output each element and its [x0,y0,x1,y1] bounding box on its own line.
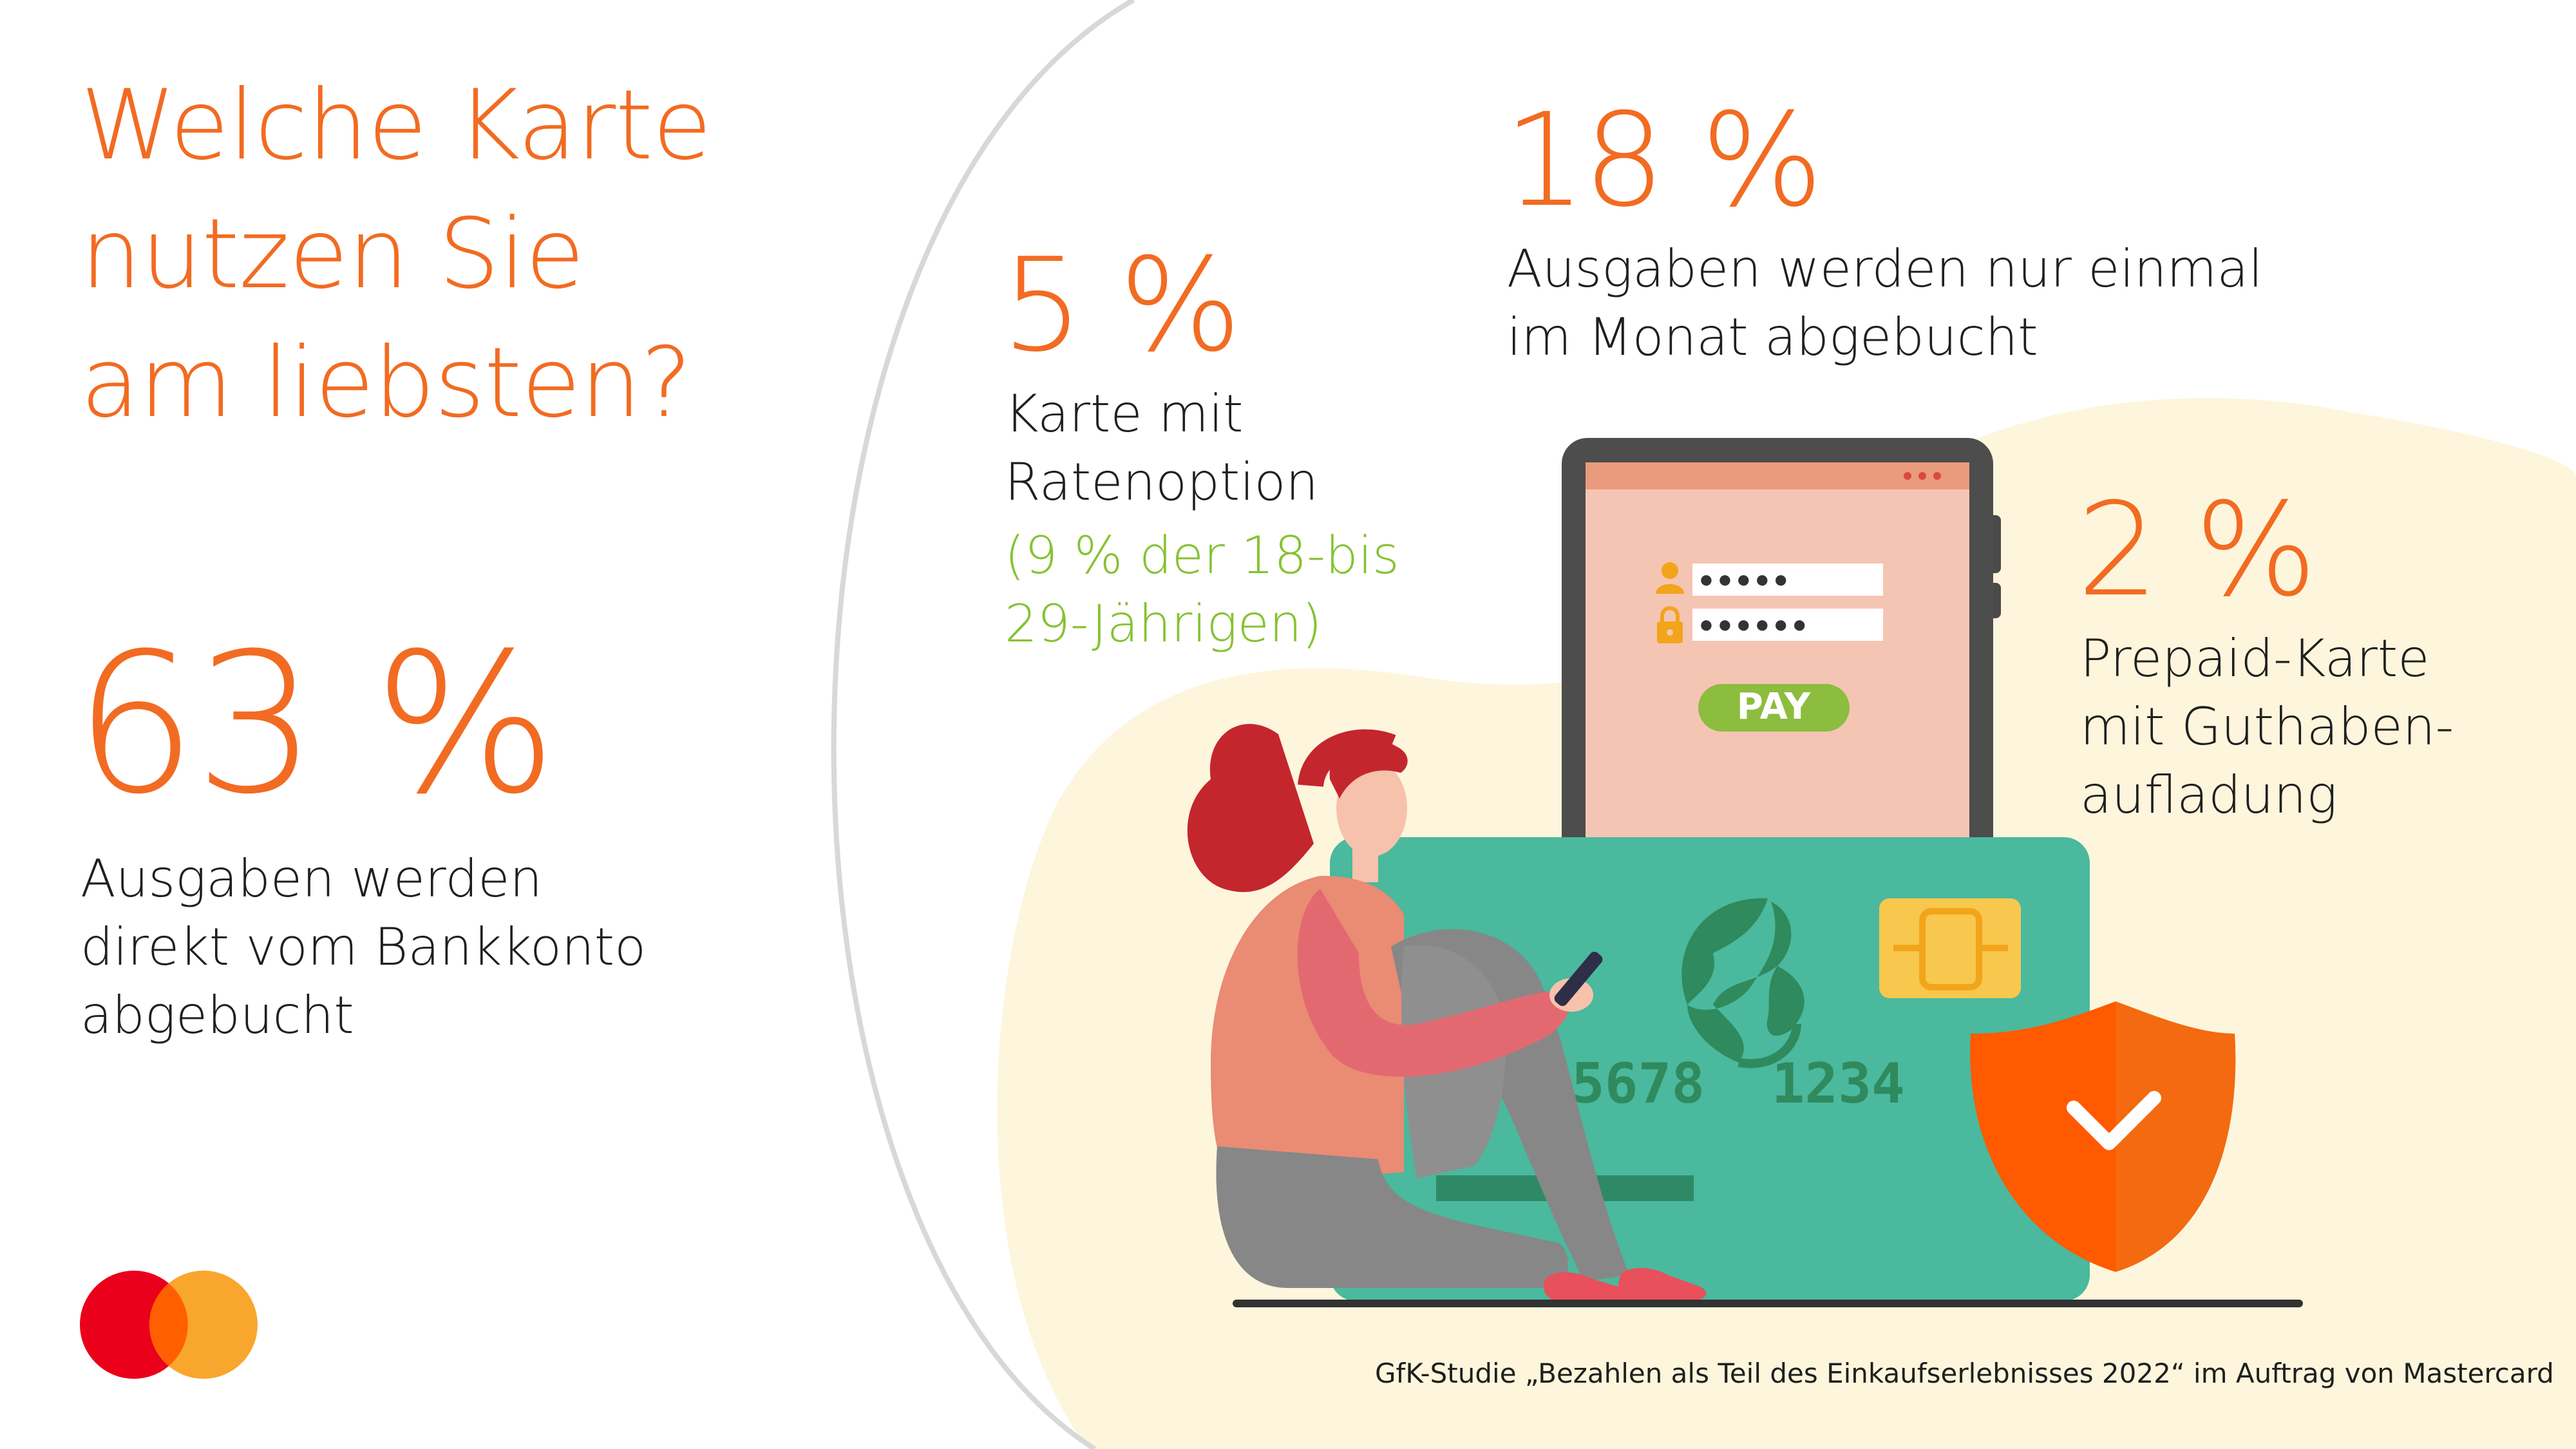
stat-5-description: Karte mit Ratenoption [1005,380,1318,516]
title-line: Welche Karte [80,70,712,182]
divider-arc [831,0,1135,1449]
desc-line: Ausgaben werden [80,849,543,909]
stat-5-note: (9 % der 18-bis 29-Jährigen) [1005,522,1399,658]
page-title: Welche Karte nutzen Sie am liebsten? [80,61,821,448]
note-line: (9 % der 18-bis [1005,526,1399,585]
chip-icon [1879,898,2021,998]
title-line: nutzen Sie [80,198,585,310]
pay-button [1698,684,1850,732]
title-line: am liebsten? [80,327,692,439]
username-mask: ●●●●● [1699,565,1792,593]
desc-line: Ausgaben werden nur einmal [1507,239,2263,299]
desc-line: Ratenoption [1005,452,1319,512]
globe-icon [1681,898,1804,1068]
user-icon [1656,562,1684,594]
username-field [1692,564,1883,596]
phone-illustration: ●●●●● ●●●●●● PAY [1562,438,2001,902]
stat-18-value: 18 % [1504,86,1823,236]
desc-line: Karte mit [1005,384,1244,444]
desc-line: im Monat abgebucht [1507,307,2038,367]
woman-illustration [1187,724,1707,1300]
desc-line: abgebucht [80,985,354,1045]
stat-2-description: Prepaid-Karte mit Guthaben- aufladung [2080,625,2454,829]
lock-icon [1657,606,1683,643]
desc-line: direkt vom Bankkonto [80,917,647,977]
desc-line: mit Guthaben- [2080,697,2454,757]
note-line: 29-Jährigen) [1005,594,1322,654]
stat-63-value: 63 % [74,612,557,837]
stat-18-description: Ausgaben werden nur einmal im Monat abge… [1507,235,2263,372]
stat-2-value: 2 % [2077,475,2317,625]
stat-5-value: 5 % [1001,231,1242,381]
source-note: GfK-Studie „Bezahlen als Teil des Einkau… [1375,1358,2554,1389]
password-field [1692,609,1883,641]
password-mask: ●●●●●● [1699,610,1811,638]
pay-label: PAY [1737,686,1812,728]
desc-line: Prepaid-Karte [2080,629,2430,688]
stat-63-description: Ausgaben werden direkt vom Bankkonto abg… [80,845,646,1050]
shield-check-icon [1970,1001,2236,1272]
card-number: 5678 1234 5 [1571,1052,2005,1116]
desc-line: aufladung [2080,765,2338,825]
mastercard-logo [80,1271,258,1379]
